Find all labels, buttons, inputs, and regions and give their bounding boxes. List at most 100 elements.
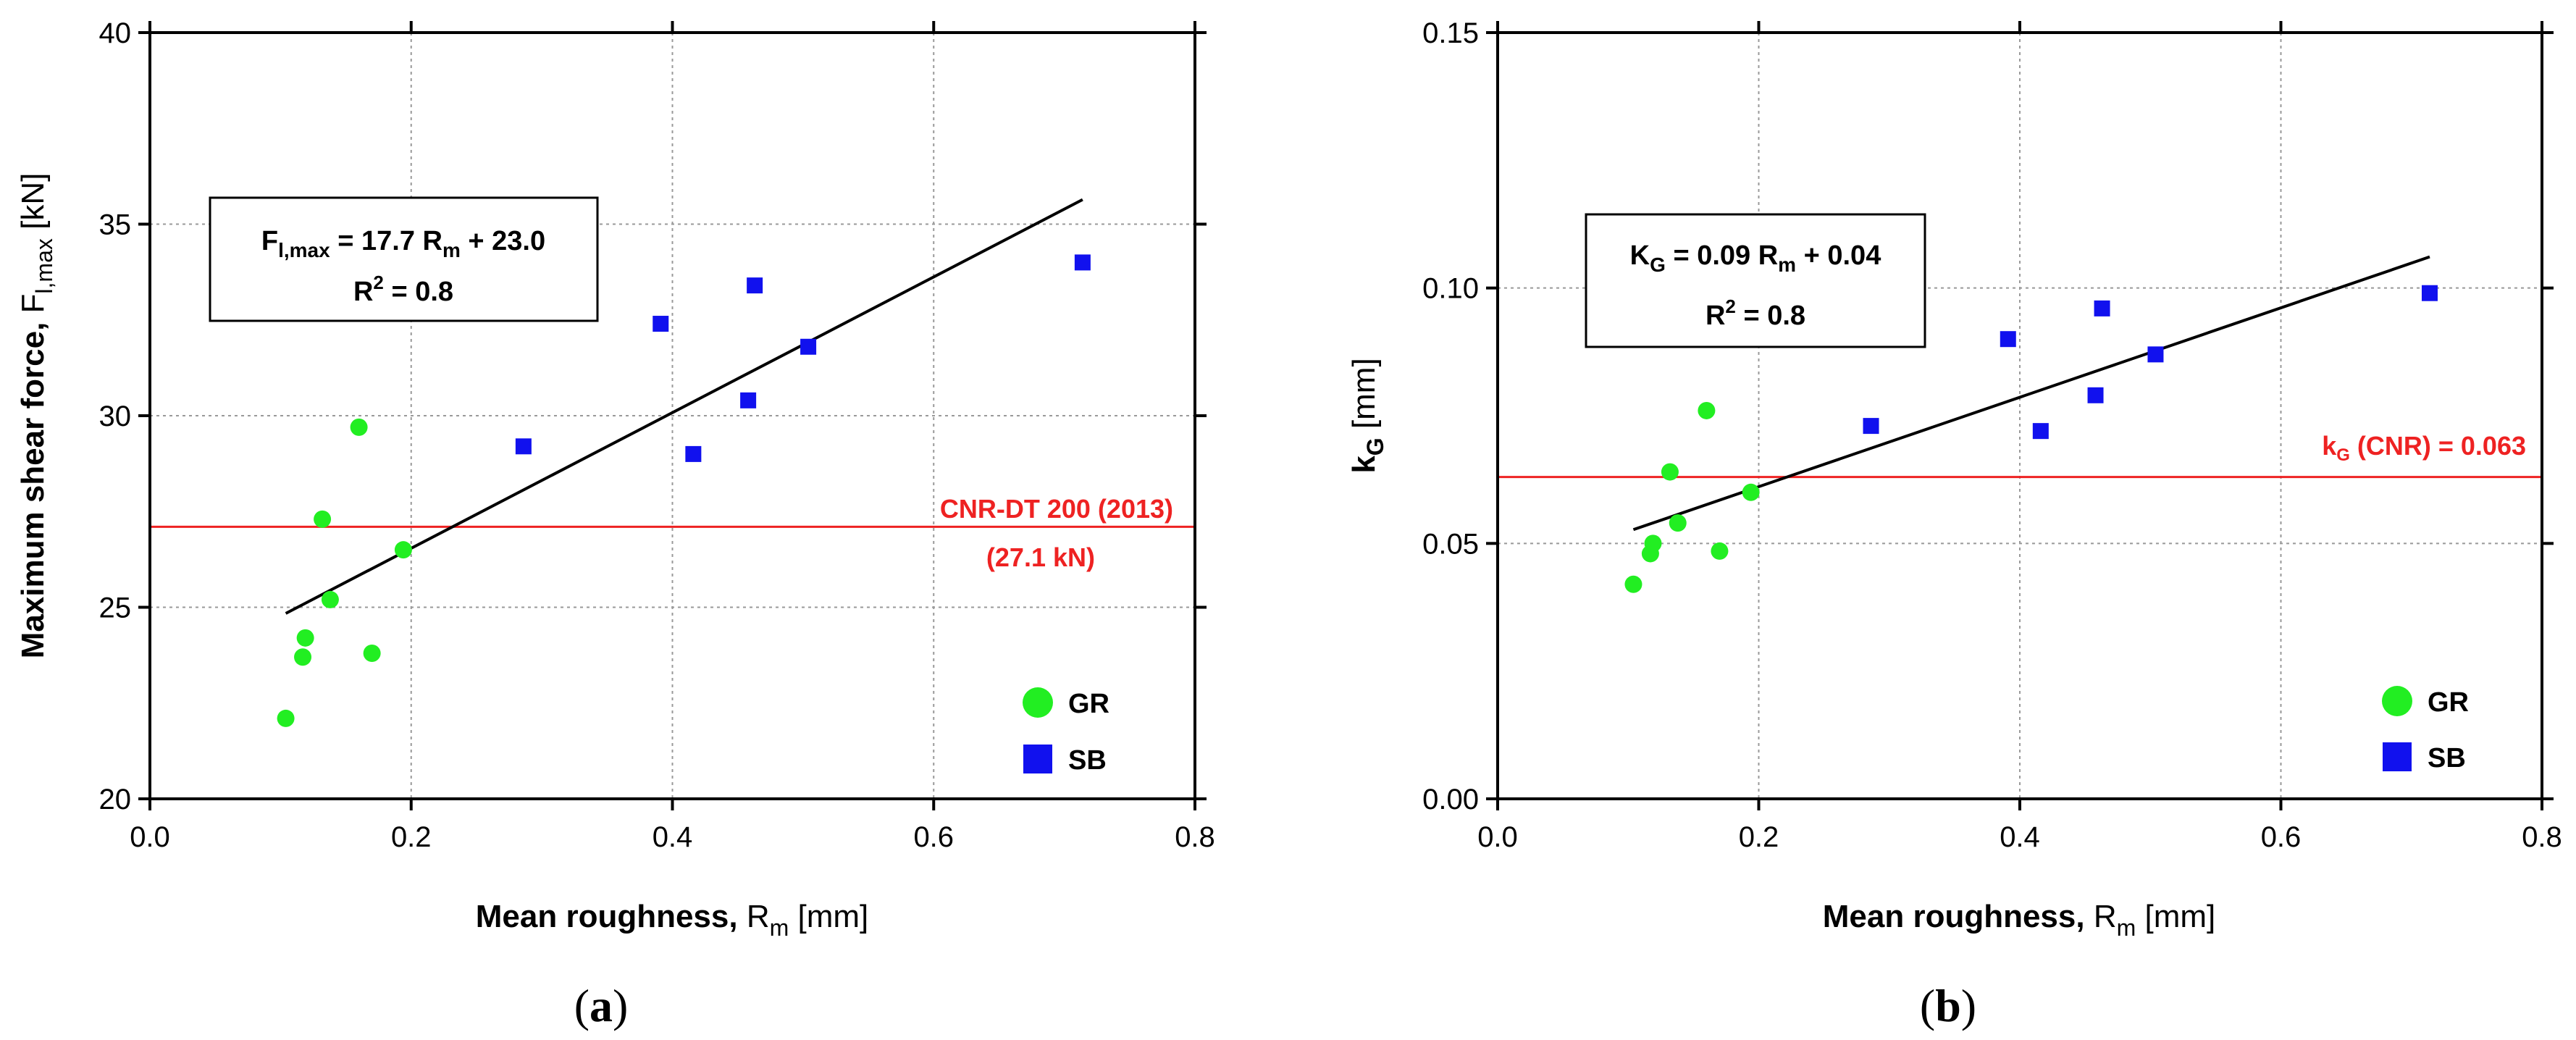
x-axis-label-unit: [mm]	[2136, 899, 2215, 934]
y-tick-label: 30	[99, 401, 132, 432]
r-squared-post: = 0.8	[384, 277, 453, 307]
panel-label-letter: b	[1935, 980, 1961, 1031]
data-point-gr	[350, 418, 368, 436]
y-tick-label: 0.00	[1422, 784, 1479, 815]
x-axis-label-symbol: R	[747, 899, 770, 934]
y-axis-label-text: Maximum shear force,	[15, 313, 51, 658]
fit-line	[285, 198, 1083, 615]
y-tick-label: 0.05	[1422, 528, 1479, 560]
x-tick-label: 0.6	[913, 821, 954, 853]
r-squared-line: R2 = 0.8	[1706, 295, 1805, 331]
legend-label-sb: SB	[2428, 743, 2466, 773]
x-tick-label: 0.0	[130, 821, 170, 853]
equation-lhs: K	[1630, 240, 1650, 271]
equation-line: KG = 0.09 Rm + 0.04	[1630, 240, 1881, 276]
x-tick-label: 0.6	[2261, 821, 2302, 853]
legend-marker-sb	[2383, 742, 2412, 771]
data-point-gr	[1742, 483, 1760, 501]
reference-label-sub: G	[2336, 445, 2350, 465]
x-axis-label-symbol: R	[2094, 899, 2117, 934]
data-point-gr	[1661, 463, 1679, 481]
panel-label: (a)	[574, 980, 629, 1031]
data-point-sb	[2032, 423, 2049, 440]
data-point-sb	[2000, 331, 2016, 348]
equation-mid: = 0.09 R	[1666, 240, 1778, 271]
x-tick-label: 0.2	[1739, 821, 1779, 853]
equation-mid: = 17.7 R	[330, 226, 442, 256]
equation-box	[1585, 213, 1926, 348]
panel-label: (b)	[1920, 980, 1976, 1031]
axes-frame	[1496, 31, 2543, 800]
data-point-sb	[747, 277, 763, 294]
legend-label-gr: GR	[2428, 687, 2469, 718]
x-axis-label-sub: m	[770, 915, 789, 941]
data-point-gr	[1711, 542, 1729, 560]
x-tick-label: 0.0	[1477, 821, 1518, 853]
equation-mid-sub: m	[1778, 253, 1796, 276]
data-point-gr	[1669, 514, 1687, 532]
r-squared-pre: R	[1706, 301, 1725, 331]
y-tick-label: 25	[99, 592, 132, 624]
data-point-sb	[800, 338, 817, 355]
x-axis-label-sub: m	[2117, 915, 2136, 941]
equation-rhs: + 0.04	[1796, 240, 1881, 271]
reference-label-value: (27.1 kN)	[986, 542, 1095, 572]
legend-marker-sb	[1023, 745, 1052, 773]
equation-box	[209, 196, 599, 322]
panel-label-open: (	[1920, 980, 1935, 1031]
data-point-sb	[1863, 418, 1879, 435]
data-point-gr	[363, 644, 381, 662]
x-tick-label: 0.8	[1175, 821, 1215, 853]
panel-label-open: (	[574, 980, 590, 1031]
x-tick-label: 0.4	[2000, 821, 2040, 853]
data-point-gr	[394, 541, 412, 559]
panel-label-letter: a	[590, 980, 613, 1031]
y-tick-label: 20	[99, 784, 132, 815]
legend-label-sb: SB	[1068, 745, 1107, 776]
data-point-sb	[685, 445, 702, 462]
equation-mid-sub: m	[442, 239, 461, 261]
data-point-gr	[1644, 534, 1662, 553]
reference-label-pre: k	[2322, 431, 2337, 461]
y-axis-label-symbol: F	[15, 294, 51, 314]
x-axis-label-text: Mean roughness,	[1823, 899, 2094, 934]
data-point-sb	[1074, 254, 1091, 271]
y-tick-label: 40	[99, 17, 132, 49]
r-squared-post: = 0.8	[1736, 301, 1805, 331]
y-tick-label: 0.15	[1422, 17, 1479, 49]
reference-label: kG (CNR) = 0.063	[2322, 431, 2526, 465]
y-axis-label: Maximum shear force, Fl,max [kN]	[15, 173, 57, 659]
data-point-gr	[296, 629, 314, 647]
x-axis-label: Mean roughness, Rm [mm]	[476, 899, 869, 941]
legend-label-gr: GR	[1068, 689, 1109, 719]
y-tick-label: 0.10	[1422, 273, 1479, 305]
x-axis-label-unit: [mm]	[789, 899, 868, 934]
r-squared-pre: R	[353, 277, 373, 307]
x-tick-label: 0.8	[2522, 821, 2562, 853]
data-point-gr	[294, 648, 312, 666]
r-squared-sup: 2	[373, 272, 383, 293]
data-point-sb	[2094, 300, 2110, 316]
panel-label-close: )	[1961, 980, 1976, 1031]
y-tick-label: 35	[99, 209, 132, 241]
data-point-sb	[515, 438, 532, 455]
data-point-gr	[314, 510, 332, 528]
x-tick-label: 0.2	[391, 821, 432, 853]
equation-lhs: F	[261, 226, 278, 256]
y-axis-label-sub: G	[1362, 437, 1388, 456]
chart-panel-a: 0.0 0.2 0.4 0.6 0.8 20 25 30 35 40 Fl,max = 17.7 R…	[15, 17, 1215, 1031]
equation-lhs-sub: G	[1650, 253, 1666, 276]
r-squared-line: R2 = 0.8	[353, 272, 453, 307]
y-axis-label-sub: l,max	[31, 238, 57, 293]
y-axis-label-unit: [kN]	[15, 173, 51, 238]
data-point-gr	[277, 709, 295, 727]
equation-line: Fl,max = 17.7 Rm + 23.0	[261, 226, 545, 261]
data-point-gr	[1698, 401, 1716, 419]
fit-line	[1632, 255, 2430, 532]
equation-lhs-sub: l,max	[278, 239, 330, 261]
data-point-sb	[2147, 346, 2164, 363]
y-axis-label-text: k	[1346, 456, 1382, 474]
r-squared-sup: 2	[1725, 295, 1735, 317]
reference-label-post: (CNR) = 0.063	[2350, 431, 2526, 461]
